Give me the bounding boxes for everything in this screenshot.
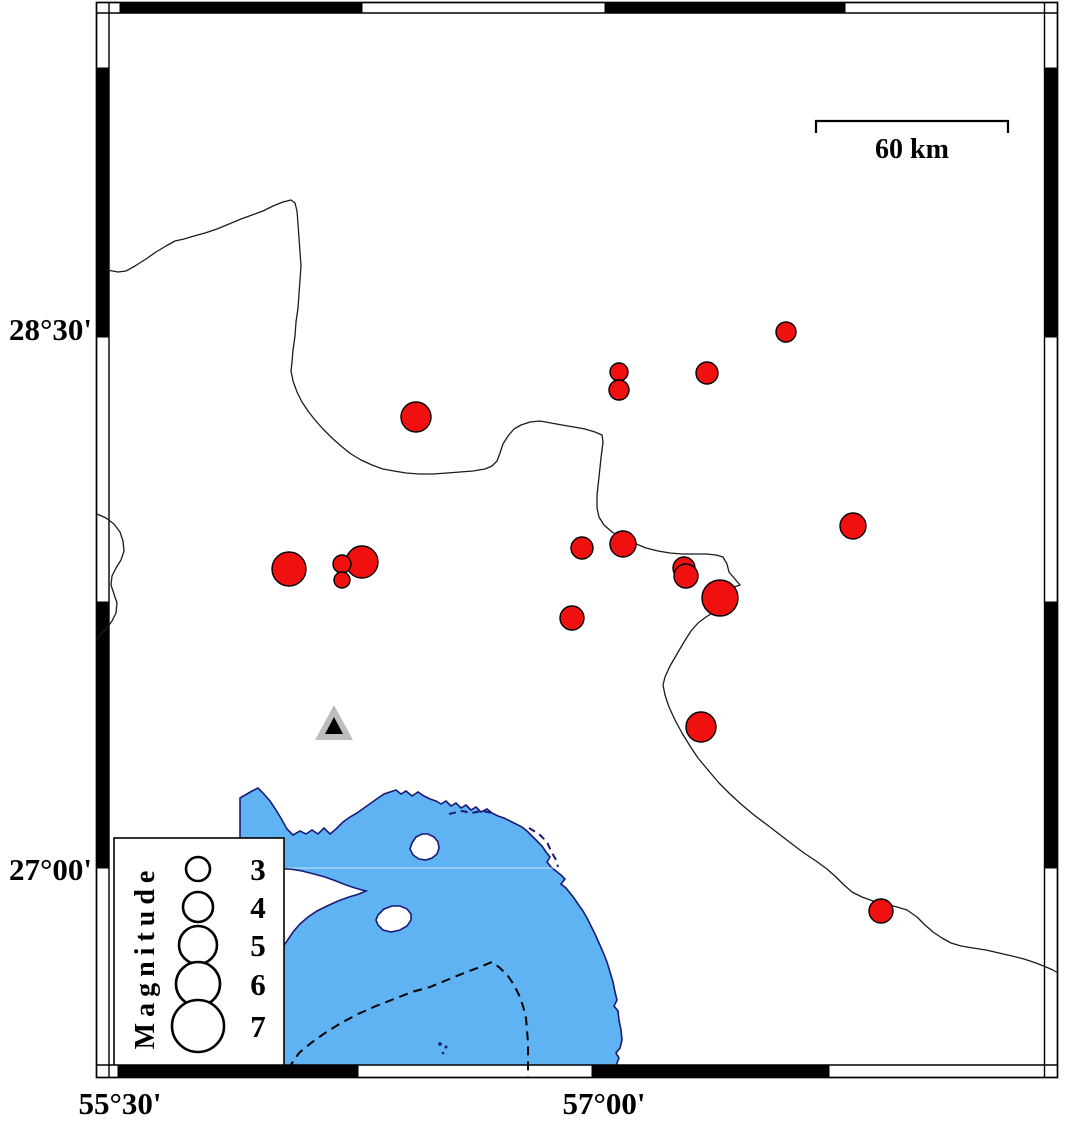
- map-frame: [95, 1, 1059, 1079]
- earthquake-marker: [608, 379, 630, 401]
- legend-magnitude-label: 5: [250, 928, 266, 963]
- frame-segment: [96, 336, 110, 603]
- earthquake-marker: [775, 321, 797, 343]
- earthquake-marker: [559, 605, 585, 631]
- frame-segment: [96, 67, 110, 338]
- scale-bar-bracket: [814, 119, 1010, 133]
- legend-magnitude-label: 4: [250, 890, 266, 925]
- earthquake-marker: [400, 401, 432, 433]
- scale-bar-label: 60 km: [875, 134, 949, 165]
- earthquake-marker: [673, 563, 699, 589]
- legend-magnitude-circle: [170, 998, 226, 1054]
- legend-magnitude-label: 3: [250, 852, 266, 887]
- frame-segment: [96, 867, 110, 1066]
- boundary-line: [96, 513, 125, 640]
- frame-segment: [1044, 67, 1058, 338]
- sea-layer: [239, 787, 623, 1073]
- islet-dot: [444, 1045, 448, 1049]
- earthquake-marker: [332, 554, 352, 574]
- station-triangle-inner: [325, 717, 343, 734]
- frame-segment: [1044, 601, 1058, 869]
- frame-segment: [119, 2, 363, 14]
- frame-segment: [1044, 336, 1058, 603]
- earthquake-marker: [685, 711, 717, 743]
- frame-segment: [828, 1064, 1058, 1078]
- legend-entries-layer: 345 6 7: [170, 852, 266, 1054]
- frame-segment: [96, 2, 121, 14]
- axis-label-lat-27-00: 27°00': [8, 852, 92, 887]
- earthquake-marker: [868, 898, 894, 924]
- earthquake-marker: [609, 530, 637, 558]
- earthquake-marker: [839, 512, 867, 540]
- island: [409, 833, 440, 861]
- earthquake-marker: [333, 571, 351, 589]
- earthquake-marker: [570, 536, 594, 560]
- contour-layer: [287, 809, 559, 1078]
- coastal-dash: [528, 827, 559, 868]
- legend-magnitude-label: 6: [250, 967, 266, 1002]
- frame-segment: [604, 2, 846, 14]
- axis-label-lat-28-30: 28°30': [8, 312, 92, 347]
- frame-segment: [361, 2, 606, 14]
- legend-magnitude-label: 7: [250, 1009, 266, 1044]
- boundary-lines: [96, 199, 1059, 974]
- scale-bar: [814, 119, 1010, 133]
- frame-segment: [1044, 12, 1058, 69]
- legend-magnitude-circle: [181, 890, 215, 924]
- coastal-dash: [448, 809, 493, 815]
- frame-segment: [357, 1064, 593, 1078]
- legend-magnitude-circle: [184, 855, 212, 883]
- frame-segment: [844, 2, 1058, 14]
- station-layer: [315, 705, 353, 740]
- earthquake-marker: [701, 579, 739, 617]
- islet-dot: [441, 1051, 445, 1055]
- frame-segment: [96, 601, 110, 869]
- earthquake-marker: [609, 362, 629, 382]
- boundary-line: [106, 199, 1059, 974]
- island: [375, 905, 412, 933]
- axis-label-lon-55-30: 55°30': [78, 1086, 162, 1121]
- earthquake-layer: [271, 321, 894, 924]
- frame-segment: [591, 1064, 830, 1078]
- earthquake-marker: [271, 551, 307, 587]
- legend-title: Magnitude: [130, 864, 161, 1050]
- frame-segment: [117, 1064, 359, 1078]
- frame-segment: [96, 12, 110, 69]
- legend-magnitude-circle: [177, 924, 219, 966]
- earthquake-marker: [695, 361, 719, 385]
- frame-segment: [96, 1064, 119, 1078]
- islet-dot: [438, 1042, 442, 1046]
- frame-outer-line: [95, 1, 1059, 1079]
- sea-polygon: [239, 787, 623, 1073]
- axis-label-lon-57-00: 57°00': [562, 1086, 646, 1121]
